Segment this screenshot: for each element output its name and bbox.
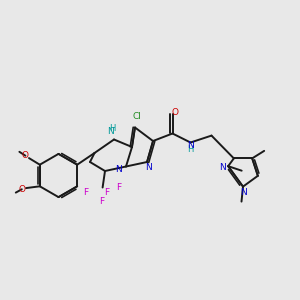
Text: N: N <box>219 163 226 172</box>
Text: N: N <box>145 164 152 172</box>
Text: F: F <box>83 188 88 197</box>
Text: N: N <box>107 128 114 136</box>
Text: F: F <box>116 183 121 192</box>
Text: F: F <box>104 188 109 197</box>
Text: Cl: Cl <box>132 112 141 121</box>
Text: N: N <box>115 165 122 174</box>
Text: N: N <box>187 141 194 150</box>
Text: H: H <box>187 146 194 154</box>
Text: H: H <box>109 124 116 133</box>
Text: O: O <box>172 108 179 117</box>
Text: O: O <box>18 185 25 194</box>
Text: F: F <box>99 196 105 206</box>
Text: N: N <box>240 188 246 197</box>
Text: O: O <box>22 151 29 160</box>
